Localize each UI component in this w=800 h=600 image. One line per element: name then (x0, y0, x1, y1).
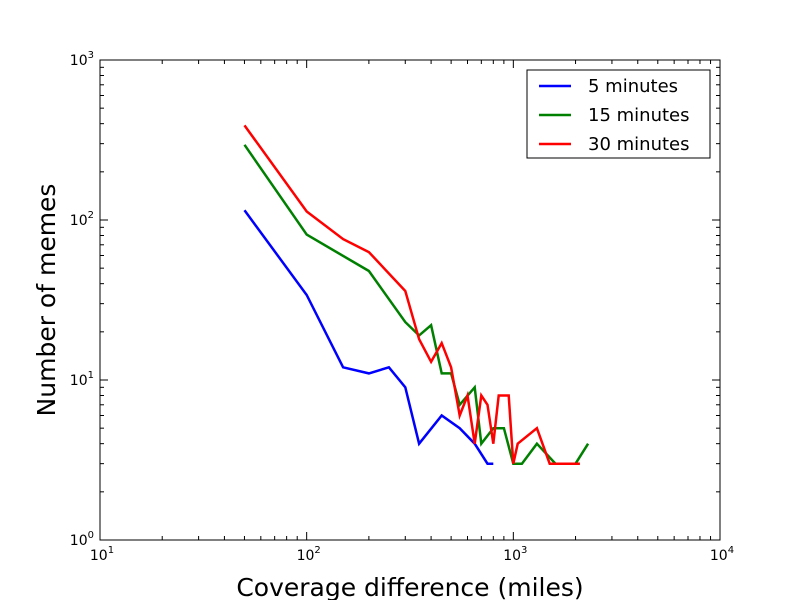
series-line-2 (243, 124, 580, 465)
plot-frame (99, 59, 721, 541)
y-tick-label-0: 100 (70, 530, 94, 549)
series-line-1 (243, 144, 590, 465)
x-tick-label-1: 102 (297, 545, 321, 564)
y-tick-label-2: 102 (70, 210, 94, 229)
legend-label-0: 5 minutes (588, 76, 678, 97)
x-tick-label-0: 101 (90, 545, 114, 564)
y-tick-label-3: 103 (70, 50, 94, 69)
series-line-0 (243, 209, 494, 465)
legend: 5 minutes 15 minutes 30 minutes (526, 69, 711, 159)
legend-label-2: 30 minutes (588, 134, 690, 155)
legend-label-1: 15 minutes (588, 105, 690, 126)
x-tick-label-3: 104 (710, 545, 734, 564)
x-axis-title: Coverage difference (miles) (236, 573, 583, 600)
y-axis-title: Number of memes (32, 184, 61, 417)
y-tick-label-1: 101 (70, 370, 94, 389)
series-layer (243, 124, 590, 465)
x-tick-label-2: 103 (503, 545, 527, 564)
